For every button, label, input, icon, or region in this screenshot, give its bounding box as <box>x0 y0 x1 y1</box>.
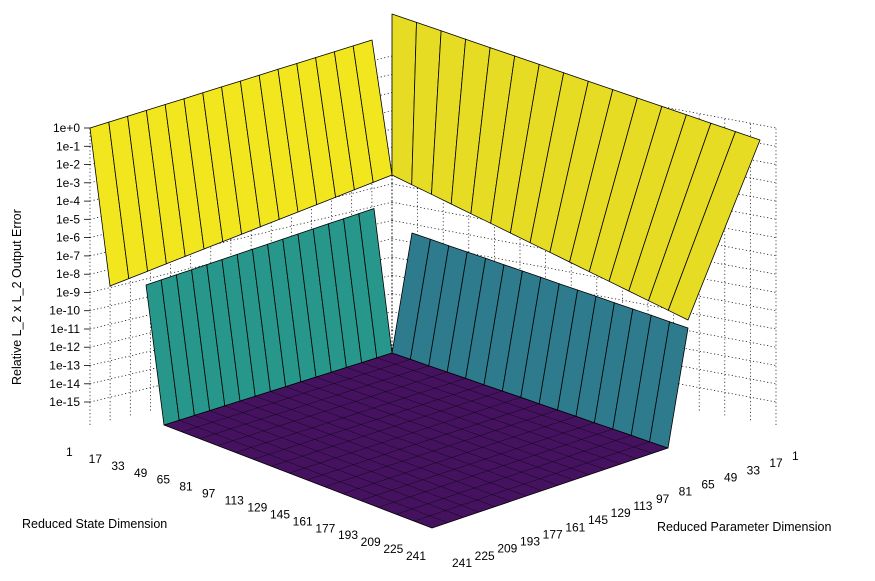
x-tick-label: 161 <box>293 514 313 528</box>
y-tick-label: 209 <box>497 542 517 556</box>
z-tick-label: 1e-2 <box>56 158 80 172</box>
x-tick-label: 129 <box>247 500 267 514</box>
x-axis-ticks: 1 17 33 49 65 81 97 113 129 145 161 177 193 209 225 241 <box>66 445 426 563</box>
floor-grid <box>378 428 613 508</box>
floor-grid <box>346 367 621 465</box>
floor-grid <box>217 371 448 446</box>
param-top-segment <box>667 131 761 321</box>
z-tick-label: 1e-3 <box>56 176 80 190</box>
z-tick-label: 1e-4 <box>56 194 80 208</box>
y-tick-label: 225 <box>475 549 495 563</box>
floor-grid <box>235 378 466 453</box>
z-tick-label: 1e-6 <box>56 231 80 245</box>
floor-grid <box>209 410 480 513</box>
z-tick-label: 1e-5 <box>56 212 80 226</box>
surface <box>89 13 761 529</box>
y-tick-label: 17 <box>769 456 783 470</box>
z-tick-label: 1e-12 <box>49 340 80 354</box>
x-tick-label: 193 <box>338 528 358 542</box>
z-tick-label: 1e-15 <box>49 395 80 409</box>
y-tick-label: 49 <box>724 470 738 484</box>
x-tick-label: 177 <box>315 521 335 535</box>
x-tick-label: 33 <box>111 459 125 473</box>
floor-grid <box>414 441 650 522</box>
x-tick-label: 81 <box>179 480 193 494</box>
y-tick-label: 177 <box>543 527 563 541</box>
z-tick-label: 1e-11 <box>50 322 80 336</box>
y-tick-label: 193 <box>520 535 540 549</box>
floor-grid <box>179 419 448 523</box>
y-tick-label: 161 <box>565 520 585 534</box>
z-axis-label: Relative L_2 x L_2 Output Error <box>10 209 24 385</box>
floor-grid <box>255 395 527 497</box>
y-tick-label: 129 <box>611 506 631 520</box>
y-tick-label: 65 <box>701 478 715 492</box>
floor-grid <box>239 400 511 502</box>
floor-grid <box>376 357 653 454</box>
y-tick-label: 113 <box>633 499 652 513</box>
param-wall-segment <box>649 321 689 449</box>
floor-grid <box>181 359 411 433</box>
floor-grid <box>360 422 595 501</box>
y-tick-label: 145 <box>588 513 608 527</box>
y-axis-label: Reduced Parameter Dimension <box>657 520 831 534</box>
x-tick-label: 49 <box>134 466 148 480</box>
floor-grid <box>271 390 503 467</box>
y-tick-label: 81 <box>679 485 693 499</box>
x-tick-label: 65 <box>157 473 171 487</box>
z-tick-label: 1e-1 <box>56 139 80 153</box>
z-tick-label: 1e-13 <box>49 359 80 373</box>
floor-grid <box>199 365 429 439</box>
z-tick-label: 1e-7 <box>56 249 80 263</box>
y-tick-label: 241 <box>452 556 472 570</box>
floor-grid <box>315 376 590 475</box>
floor-grid <box>194 415 464 518</box>
floor-grid <box>342 416 577 494</box>
x-tick-label: 241 <box>406 549 426 563</box>
grid-z-left <box>89 201 393 275</box>
z-tick-label: 1e-8 <box>56 267 80 281</box>
floor-grid <box>324 409 558 488</box>
z-axis-ticks: 1e+0 1e-1 1e-2 1e-3 1e-4 1e-5 1e-6 1e-7 1e-8 1e-9… <box>49 121 90 409</box>
y-tick-label: 1 <box>792 449 799 463</box>
floor-grid <box>285 386 558 486</box>
x-tick-label: 225 <box>383 542 403 556</box>
x-tick-label: 97 <box>202 487 216 501</box>
z-tick-label: 1e+0 <box>53 121 80 135</box>
floor-grid <box>331 371 606 470</box>
z-tick-label: 1e-9 <box>56 285 80 299</box>
x-tick-label: 1 <box>66 445 73 459</box>
floor-grid <box>300 381 574 481</box>
y-tick-label: 33 <box>747 463 761 477</box>
floor-grid <box>253 384 485 460</box>
floor-grid <box>361 362 637 459</box>
z-tick-label: 1e-14 <box>49 377 80 391</box>
y-tick-label: 97 <box>656 492 670 506</box>
floor-grid <box>306 403 540 481</box>
x-tick-label: 209 <box>361 535 381 549</box>
z-tick-label: 1e-10 <box>49 304 80 318</box>
floor-grid <box>224 405 495 507</box>
floor-grid <box>270 391 543 491</box>
floor-grid <box>289 397 521 474</box>
x-tick-label: 145 <box>270 507 290 521</box>
x-axis-label: Reduced State Dimension <box>22 517 167 531</box>
x-tick-label: 17 <box>89 452 103 466</box>
floor-grid <box>396 435 632 515</box>
x-tick-label: 113 <box>225 494 244 508</box>
